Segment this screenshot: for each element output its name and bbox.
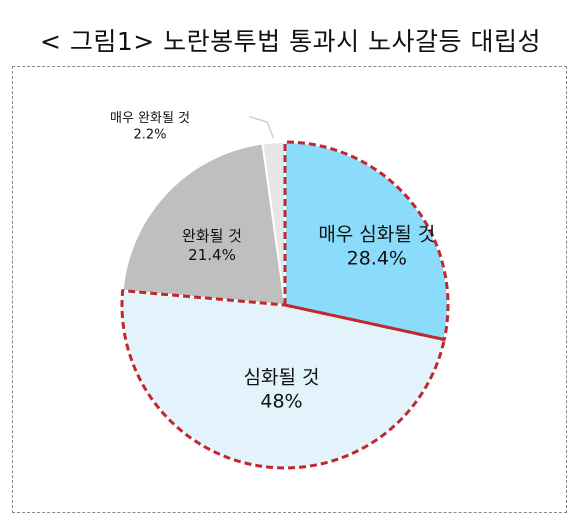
slice-label-3: 완화될 것 (182, 227, 242, 245)
slice-label-2: 심화될 것 (244, 367, 320, 389)
chart-frame (12, 66, 567, 513)
slice-value-4: 2.2% (133, 127, 166, 142)
slice-value-3: 21.4% (188, 246, 236, 264)
leader-line (249, 115, 275, 139)
slice-label-4: 매우 완화될 것 (110, 111, 190, 126)
pie-slice-4 (261, 140, 286, 306)
chart-title: < 그림1> 노란봉투법 통과시 노사갈등 대립성 (39, 27, 542, 56)
slice-label-1: 매우 심화될 것 (318, 224, 435, 246)
slice-value-2: 48% (260, 390, 302, 412)
pie-slice-outline-1 (283, 140, 450, 342)
pie-slice-outline-2 (120, 289, 446, 470)
slice-value-1: 28.4% (347, 248, 407, 270)
pie-slice-3 (121, 142, 287, 307)
